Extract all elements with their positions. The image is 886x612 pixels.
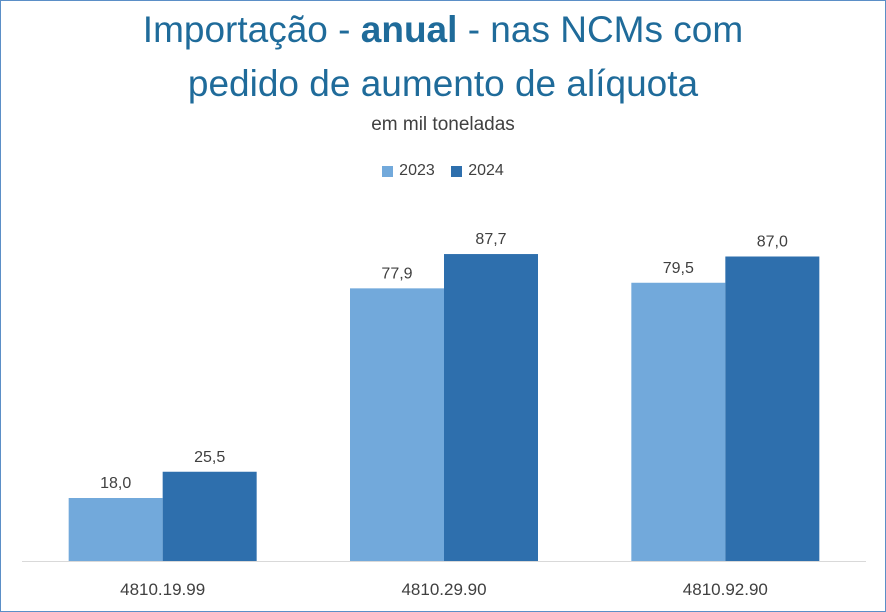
title-part-bold: anual xyxy=(360,9,458,50)
chart-legend: 2023 2024 xyxy=(0,161,886,183)
bar-2023-4810.19.99 xyxy=(68,498,163,561)
bar-2023-4810.92.90 xyxy=(631,282,726,561)
chart-title-line-2: pedido de aumento de alíquota xyxy=(187,63,699,104)
category-label-4810.29.90: 4810.29.90 xyxy=(401,580,486,599)
title-part-1: Importação - xyxy=(142,9,361,50)
legend-label-2023: 2023 xyxy=(399,162,435,179)
data-label-2023-4810.19.99: 18,0 xyxy=(100,475,131,492)
bar-2023-4810.29.90 xyxy=(350,288,444,561)
data-label-2024-4810.92.90: 87,0 xyxy=(757,234,788,251)
legend-swatch-2024 xyxy=(451,165,463,177)
chart-title-line-1: Importação - anual - nas NCMs com xyxy=(0,8,886,52)
title-part-3: - nas NCMs com xyxy=(457,9,744,50)
category-label-4810.19.99: 4810.19.99 xyxy=(120,580,205,599)
legend-item-2024: 2024 xyxy=(451,161,504,181)
bar-2024-4810.19.99 xyxy=(162,471,257,561)
chart-subtitle: em mil toneladas xyxy=(371,114,515,135)
data-label-2024-4810.19.99: 25,5 xyxy=(194,449,225,466)
bar-2024-4810.29.90 xyxy=(444,254,538,562)
data-label-2023-4810.29.90: 77,9 xyxy=(381,265,412,282)
data-label-2024-4810.29.90: 87,7 xyxy=(475,231,506,248)
category-label-4810.92.90: 4810.92.90 xyxy=(683,580,768,599)
bar-2024-4810.92.90 xyxy=(725,256,820,561)
legend-swatch-2023 xyxy=(382,165,394,177)
data-label-2023-4810.92.90: 79,5 xyxy=(663,260,694,277)
legend-label-2024: 2024 xyxy=(468,162,504,179)
legend-item-2023: 2023 xyxy=(382,161,435,181)
